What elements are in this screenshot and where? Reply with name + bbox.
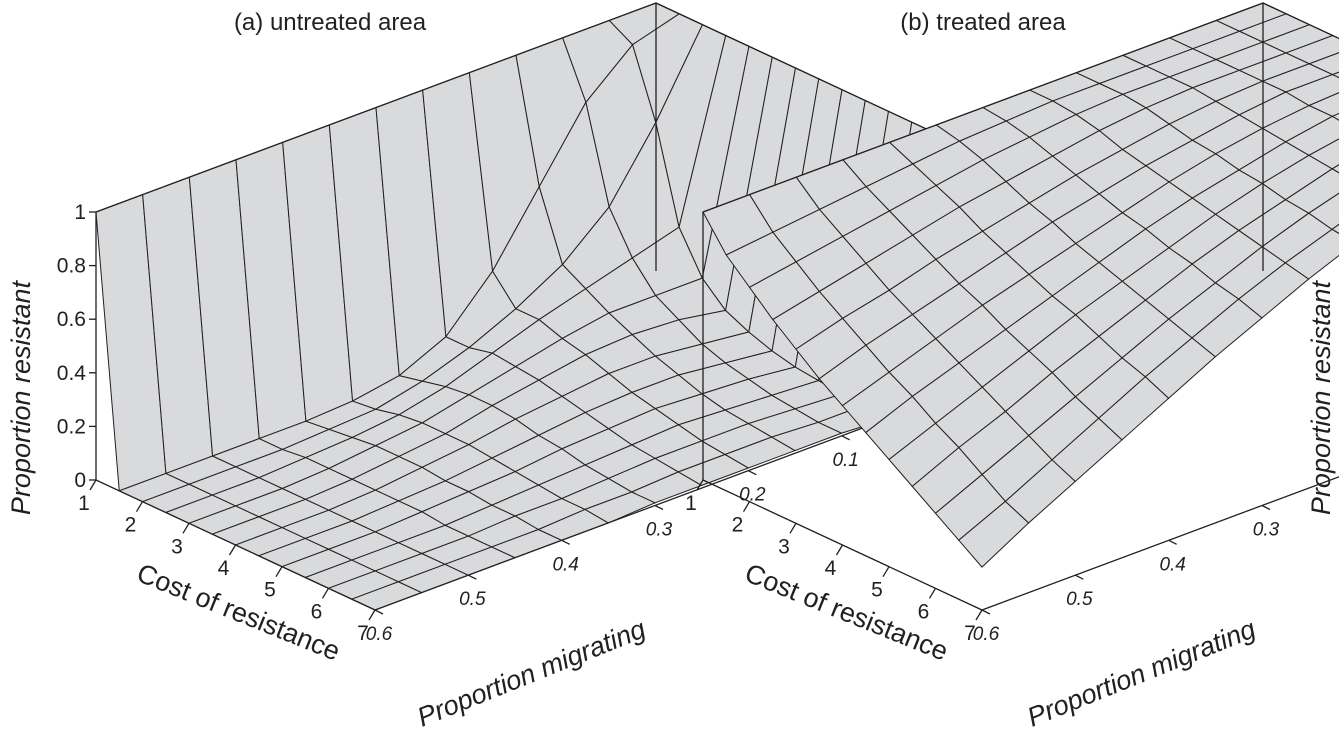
surface-facet xyxy=(1331,164,1339,174)
x-tick-label: 7 xyxy=(357,622,369,645)
panel-a-ticks: 00.20.40.60.81123456700.10.20.30.40.50.6 xyxy=(57,132,945,645)
x-tick-mark xyxy=(321,587,330,599)
x-tick-label: 6 xyxy=(311,600,323,623)
y-tick-label: 0.6 xyxy=(366,624,393,645)
x-tick-label: 1 xyxy=(685,492,697,515)
y-tick-label: 0.5 xyxy=(1066,589,1093,610)
y-tick-mark xyxy=(1168,539,1177,545)
panel-treated-area: (b) treated area 00.20.40.60.81123456700… xyxy=(685,2,1339,733)
surface-facet xyxy=(1284,228,1339,280)
surface-facet xyxy=(1331,223,1339,234)
y-tick-label: 0.1 xyxy=(832,450,858,471)
x-tick-label: 1 xyxy=(78,492,90,515)
x-tick-mark xyxy=(228,544,237,556)
x-tick-mark xyxy=(835,544,844,556)
z-tick-label: 0.6 xyxy=(57,308,86,331)
z-tick-label: 1 xyxy=(74,201,86,224)
x-tick-mark xyxy=(135,501,144,513)
x-tick-mark xyxy=(696,479,704,491)
surface-facet xyxy=(1331,71,1339,79)
y-tick-label: 0.3 xyxy=(1253,520,1280,541)
surface-facet xyxy=(1331,112,1339,121)
x-tick-mark xyxy=(928,587,937,599)
x-tick-mark xyxy=(368,609,376,621)
x-tick-label: 6 xyxy=(918,600,930,623)
x-tick-label: 7 xyxy=(964,622,976,645)
x-tick-mark xyxy=(742,501,751,513)
y-tick-label: 0.3 xyxy=(646,520,673,541)
y-tick-label: 0.4 xyxy=(552,554,578,575)
x-tick-mark xyxy=(182,522,190,534)
x-tick-label: 2 xyxy=(125,514,137,537)
y-tick-mark xyxy=(841,435,850,441)
z-tick-label: 0.2 xyxy=(57,415,86,438)
y-tick-mark xyxy=(374,609,384,615)
x-tick-mark xyxy=(975,609,983,621)
y-tick-mark xyxy=(748,470,757,476)
y-tick-mark xyxy=(654,504,664,511)
y-tick-label: 0.4 xyxy=(1159,554,1185,575)
x-tick-mark xyxy=(789,522,797,534)
panel-a-title: (a) untreated area xyxy=(234,9,427,36)
panel-b-zlabel: Proportion resistant xyxy=(1306,279,1336,515)
panel-b-ylabel: Proportion migrating xyxy=(1023,614,1260,733)
panel-b-title: (b) treated area xyxy=(900,9,1066,36)
x-tick-mark xyxy=(882,566,890,578)
x-tick-mark xyxy=(275,566,283,578)
x-tick-label: 2 xyxy=(732,514,744,537)
y-tick-mark xyxy=(468,574,477,580)
y-tick-label: 0.6 xyxy=(973,624,1000,645)
x-tick-label: 4 xyxy=(825,557,837,580)
y-tick-mark xyxy=(561,539,570,545)
y-tick-mark xyxy=(981,609,991,615)
y-tick-mark xyxy=(1075,574,1084,580)
x-tick-label: 3 xyxy=(171,535,183,558)
panel-untreated-area: (a) untreated area 0 0.2 0.4 0.6 0.8 1 1 2 3 4 5 6 7… xyxy=(6,2,945,733)
x-tick-label: 5 xyxy=(871,579,883,602)
z-tick-label: 0.4 xyxy=(57,362,87,385)
y-tick-label: 0.5 xyxy=(459,589,486,610)
x-tick-label: 5 xyxy=(264,579,276,602)
panel-b-surface xyxy=(702,2,1339,568)
panel-a-zlabel: Proportion resistant xyxy=(6,279,36,515)
y-tick-mark xyxy=(1261,504,1271,511)
x-tick-mark xyxy=(89,479,97,491)
z-tick-label: 0 xyxy=(74,469,86,492)
x-tick-label: 3 xyxy=(778,535,790,558)
z-tick-label: 0.8 xyxy=(57,255,86,278)
panel-a-ylabel: Proportion migrating xyxy=(413,614,650,733)
x-tick-label: 4 xyxy=(218,557,230,580)
panel-b-ticks: 00.20.40.60.81123456700.10.20.30.40.50.6 xyxy=(685,479,1280,645)
